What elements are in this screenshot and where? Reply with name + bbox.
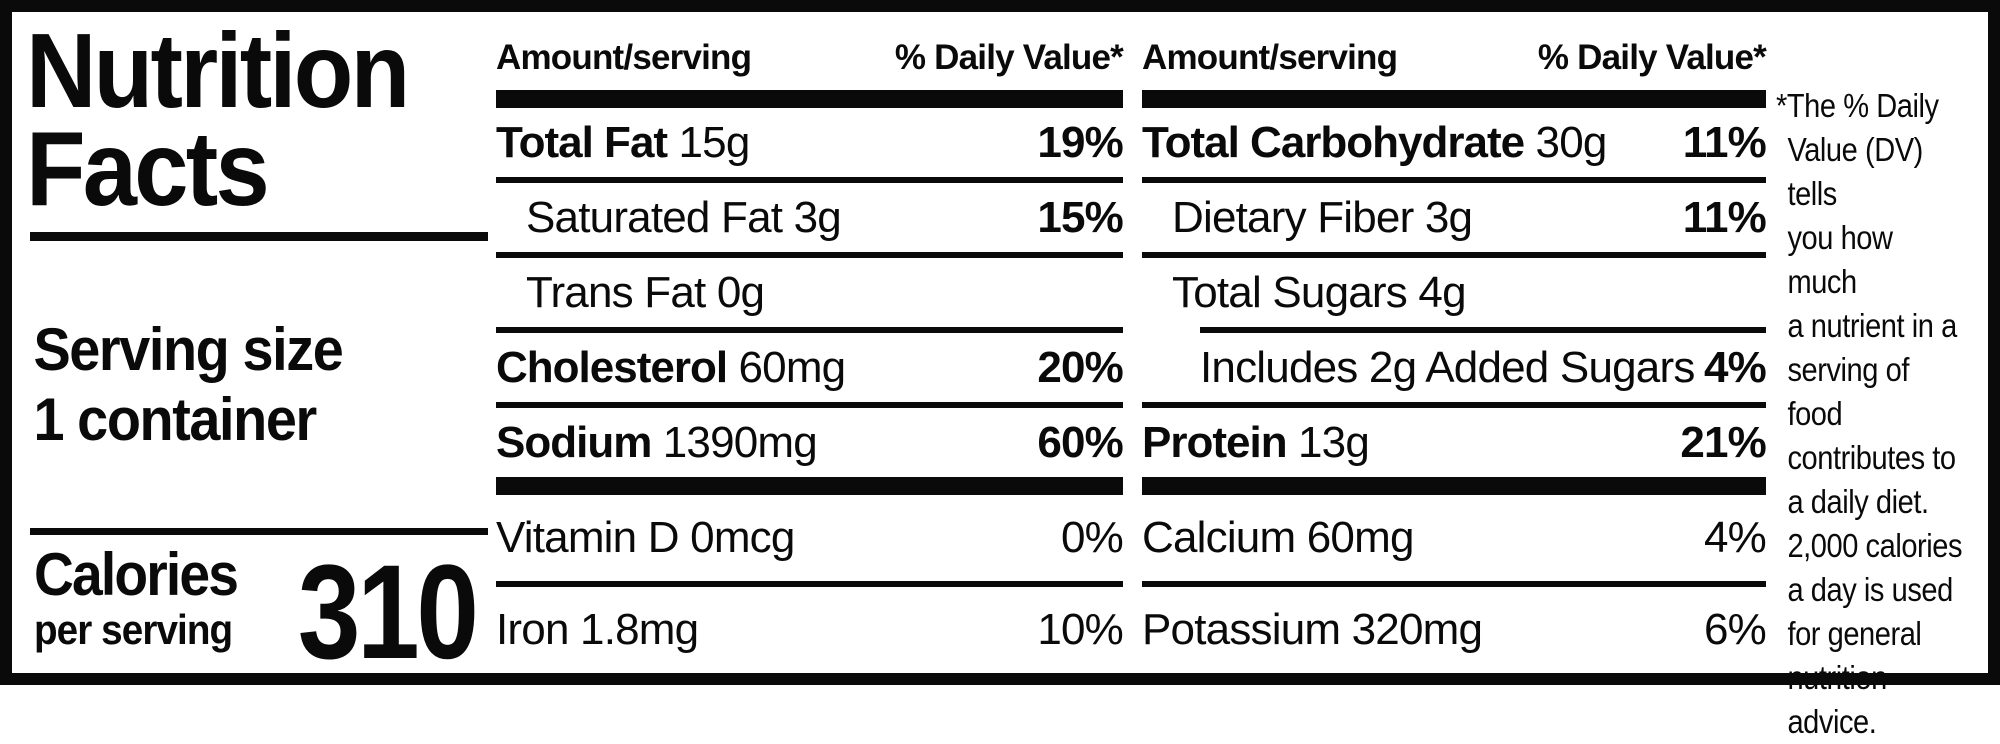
nutrient-name: Protein bbox=[1142, 417, 1288, 467]
separator-rule bbox=[496, 252, 1123, 258]
title-rule bbox=[30, 232, 488, 241]
separator-rule bbox=[496, 581, 1123, 587]
daily-value: 11% bbox=[1682, 192, 1767, 242]
nutrient-name-amount: Total Carbohydrate 30g bbox=[1142, 117, 1607, 167]
vitamin-row: Calcium 60mg 4% bbox=[1142, 495, 1767, 581]
header-daily-value: % Daily Value* bbox=[894, 38, 1124, 77]
daily-value: 19% bbox=[1037, 117, 1123, 167]
daily-value: 4% bbox=[1704, 342, 1767, 392]
serving-size-label: Serving size bbox=[33, 316, 343, 383]
nutrient-name-amount: Cholesterol 60mg bbox=[496, 342, 846, 392]
thick-bar bbox=[1142, 90, 1766, 108]
separator-rule bbox=[496, 327, 1123, 333]
daily-value: 60% bbox=[1037, 417, 1123, 467]
header-daily-value: % Daily Value* bbox=[1537, 38, 1767, 77]
daily-value: 0% bbox=[1061, 513, 1124, 562]
nutrient-name-amount: Dietary Fiber 3g bbox=[1172, 192, 1473, 242]
left-panel: Nutrition Facts Serving size 1 container… bbox=[12, 12, 490, 687]
calories-per-serving-label: per serving bbox=[34, 606, 233, 653]
vitamin-row: Iron 1.8mg 10% bbox=[496, 587, 1124, 673]
calories-label: Calories bbox=[34, 541, 239, 608]
separator-rule bbox=[1142, 581, 1766, 587]
header-amount-serving: Amount/serving bbox=[496, 38, 752, 77]
vitamin-row: Vitamin D 0mcg 0% bbox=[496, 495, 1124, 581]
column-header: Amount/serving % Daily Value* bbox=[496, 12, 1124, 90]
nutrient-row: Protein 13g 21% bbox=[1142, 408, 1767, 477]
vitamin-name-amount: Iron 1.8mg bbox=[496, 605, 699, 654]
nutrient-row: Dietary Fiber 3g 11% bbox=[1142, 183, 1767, 252]
separator-rule bbox=[496, 402, 1123, 408]
daily-value: 6% bbox=[1704, 605, 1767, 654]
serving-size-block: Serving size 1 container bbox=[26, 315, 454, 455]
calories-value: 310 bbox=[298, 538, 479, 687]
thick-bar bbox=[496, 90, 1123, 108]
thick-bar bbox=[1142, 477, 1766, 495]
nutrient-column-left: Amount/serving % Daily Value* Total Fat 15… bbox=[496, 12, 1124, 673]
calories-row: Calories per serving 310 bbox=[26, 535, 486, 687]
nutrient-name: Cholesterol bbox=[496, 342, 728, 392]
calories-block: Calories per serving 310 bbox=[26, 528, 488, 687]
nutrient-name: Total Carbohydrate bbox=[1142, 117, 1525, 167]
vitamin-name-amount: Potassium 320mg bbox=[1142, 605, 1483, 654]
separator-rule bbox=[1200, 327, 1766, 333]
header-amount-serving: Amount/serving bbox=[1142, 38, 1398, 77]
vitamin-name-amount: Calcium 60mg bbox=[1142, 513, 1414, 562]
calories-labels: Calories per serving bbox=[34, 545, 255, 655]
label-title-line2: Facts bbox=[26, 110, 270, 228]
nutrient-row: Saturated Fat 3g 15% bbox=[496, 183, 1124, 252]
nutrient-row: Total Carbohydrate 30g 11% bbox=[1142, 108, 1767, 177]
nutrient-name-amount: Trans Fat 0g bbox=[526, 267, 765, 317]
nutrient-name: Total Fat bbox=[496, 117, 668, 167]
separator-rule bbox=[1142, 252, 1766, 258]
separator-rule bbox=[1142, 177, 1766, 183]
label-title-line1: Nutrition bbox=[26, 12, 410, 130]
daily-value: 21% bbox=[1680, 417, 1766, 467]
nutrient-row: Total Fat 15g 19% bbox=[496, 108, 1124, 177]
nutrient-column-right: Amount/serving % Daily Value* Total Carboh… bbox=[1142, 12, 1767, 673]
nutrient-name-amount: Sodium 1390mg bbox=[496, 417, 818, 467]
nutrient-row: Includes 2g Added Sugars 4% bbox=[1142, 333, 1767, 402]
daily-value: 4% bbox=[1704, 513, 1767, 562]
daily-value: 15% bbox=[1037, 192, 1123, 242]
vitamin-row: Potassium 320mg 6% bbox=[1142, 587, 1767, 673]
nutrient-row: Trans Fat 0g bbox=[496, 258, 1123, 327]
daily-value-footnote: *The % Daily Value (DV) tells you how mu… bbox=[1776, 87, 1963, 740]
thick-bar bbox=[496, 477, 1123, 495]
nutrient-row: Total Sugars 4g bbox=[1142, 258, 1766, 327]
nutrient-name-amount: Includes 2g Added Sugars bbox=[1200, 342, 1695, 392]
nutrient-row: Cholesterol 60mg 20% bbox=[496, 333, 1124, 402]
daily-value: 11% bbox=[1682, 117, 1767, 167]
nutrient-name-amount: Protein 13g bbox=[1142, 417, 1370, 467]
serving-size-value: 1 container bbox=[33, 386, 317, 453]
separator-rule bbox=[496, 177, 1123, 183]
label-title: Nutrition Facts bbox=[26, 12, 449, 228]
daily-value: 20% bbox=[1037, 342, 1123, 392]
nutrient-row: Sodium 1390mg 60% bbox=[496, 408, 1124, 477]
nutrient-name: Sodium bbox=[496, 417, 652, 467]
nutrient-name-amount: Total Sugars 4g bbox=[1172, 267, 1467, 317]
daily-value: 10% bbox=[1037, 605, 1123, 654]
separator-rule bbox=[1142, 402, 1766, 408]
calories-rule bbox=[30, 528, 488, 535]
nutrient-name-amount: Total Fat 15g bbox=[496, 117, 750, 167]
vitamin-name-amount: Vitamin D 0mcg bbox=[496, 513, 795, 562]
column-header: Amount/serving % Daily Value* bbox=[1142, 12, 1767, 90]
nutrient-name-amount: Saturated Fat 3g bbox=[526, 192, 842, 242]
